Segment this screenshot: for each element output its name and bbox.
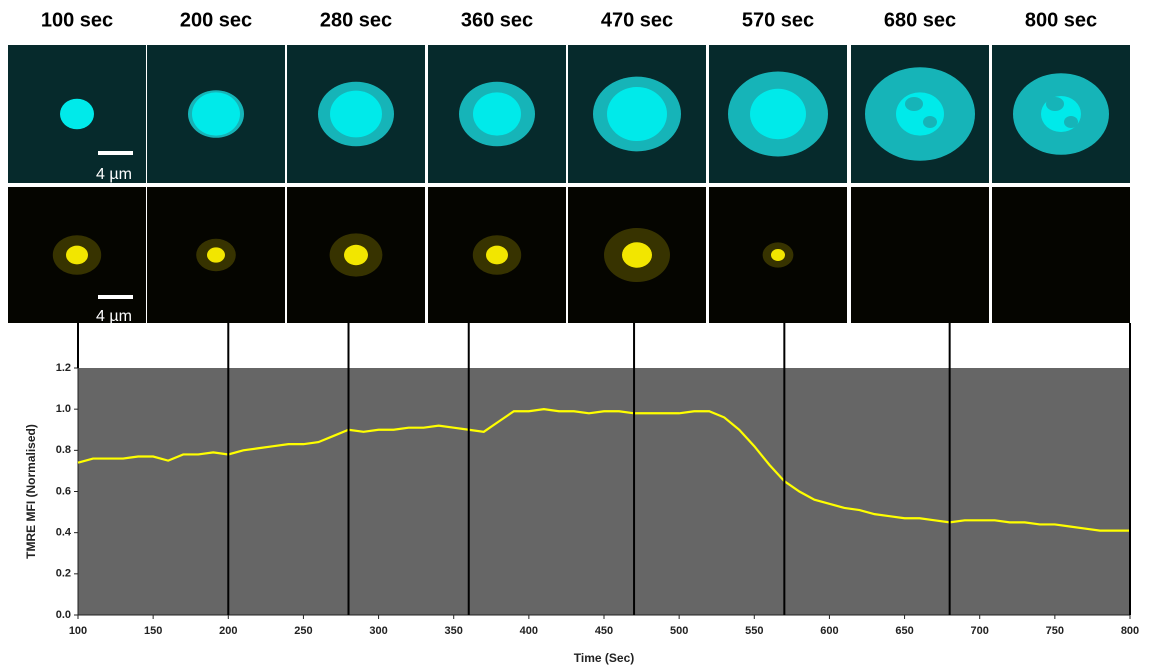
y-tick-label: 0.4 <box>56 527 72 539</box>
x-tick-label: 200 <box>219 625 237 637</box>
figure: 100 sec 200 sec 280 sec 360 sec 470 sec 570 s… <box>0 0 1157 671</box>
plot-area <box>78 368 1130 615</box>
x-tick-label: 250 <box>294 625 312 637</box>
x-tick-label: 650 <box>895 625 913 637</box>
cell-hole <box>923 116 937 128</box>
x-axis-title: Time (Sec) <box>574 651 634 665</box>
x-tick-label: 600 <box>820 625 838 637</box>
panel-title: 800 sec <box>1025 9 1097 31</box>
cell-core <box>750 89 806 139</box>
chart: 0.0 0.2 0.4 0.6 0.8 1.0 1.2 100 150 200 250 300 350 4… <box>24 323 1139 665</box>
cell-hole <box>905 97 923 111</box>
x-tick-label: 450 <box>595 625 613 637</box>
x-tick-label: 550 <box>745 625 763 637</box>
y-tick-label: 0.2 <box>56 568 71 580</box>
image-panels: 100 sec 200 sec 280 sec 360 sec 470 sec 570 s… <box>8 9 1130 325</box>
panel-title: 200 sec <box>180 9 252 31</box>
y-tick-label: 1.0 <box>56 403 71 415</box>
cell-hole <box>1064 116 1078 128</box>
cell-core <box>607 87 667 141</box>
x-tick-label: 300 <box>369 625 387 637</box>
x-tick-label: 150 <box>144 625 162 637</box>
x-tick-label: 500 <box>670 625 688 637</box>
cell-core <box>60 99 94 130</box>
panel-title: 360 sec <box>461 9 533 31</box>
x-tick-label: 350 <box>445 625 463 637</box>
scale-bar-label: 4 µm <box>96 308 132 325</box>
cell-core <box>192 92 240 135</box>
yellow-image <box>851 187 989 323</box>
panel-title: 570 sec <box>742 9 814 31</box>
scale-bar-label: 4 µm <box>96 166 132 183</box>
yellow-image <box>992 187 1130 323</box>
panel-title: 470 sec <box>601 9 673 31</box>
yellow-core <box>486 246 508 265</box>
x-tick-label: 700 <box>971 625 989 637</box>
yellow-core <box>622 242 652 268</box>
y-tick-label: 0.0 <box>56 609 71 621</box>
cell-core <box>473 92 521 135</box>
y-axis-title: TMRE MFI (Normalised) <box>24 424 38 559</box>
panel-title: 280 sec <box>320 9 392 31</box>
yellow-core <box>66 246 88 265</box>
cell-core <box>330 91 382 138</box>
yellow-core <box>207 247 225 262</box>
cell-hole <box>1046 97 1064 111</box>
x-tick-label: 100 <box>69 625 87 637</box>
y-tick-label: 1.2 <box>56 362 71 374</box>
x-tick-label: 400 <box>520 625 538 637</box>
panel-title: 680 sec <box>884 9 956 31</box>
yellow-core <box>771 249 785 261</box>
panel-title: 100 sec <box>41 9 113 31</box>
x-tick-label: 750 <box>1046 625 1064 637</box>
x-tick-label: 800 <box>1121 625 1139 637</box>
y-tick-label: 0.6 <box>56 485 71 497</box>
y-tick-label: 0.8 <box>56 444 71 456</box>
yellow-core <box>344 245 368 265</box>
